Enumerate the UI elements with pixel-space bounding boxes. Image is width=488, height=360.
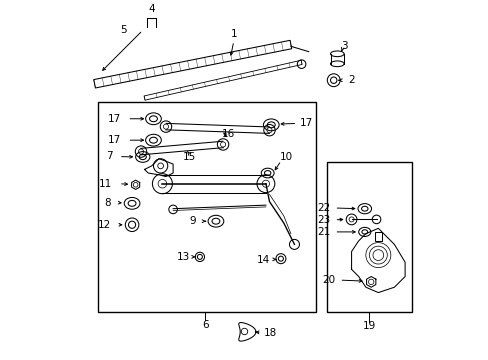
Text: 7: 7 xyxy=(105,151,112,161)
Text: 3: 3 xyxy=(340,41,347,51)
Text: 14: 14 xyxy=(256,255,270,265)
Text: 23: 23 xyxy=(316,215,329,225)
Text: 19: 19 xyxy=(362,321,375,332)
Bar xyxy=(374,232,381,241)
Bar xyxy=(326,162,411,312)
Bar xyxy=(98,102,315,312)
Text: 11: 11 xyxy=(99,179,112,189)
Text: 20: 20 xyxy=(322,275,335,285)
Text: 13: 13 xyxy=(176,252,189,262)
Text: 12: 12 xyxy=(97,220,110,230)
Text: 2: 2 xyxy=(347,75,354,85)
Text: 4: 4 xyxy=(148,4,155,14)
Text: 21: 21 xyxy=(316,227,329,237)
Text: 1: 1 xyxy=(230,29,237,39)
Text: 16: 16 xyxy=(222,129,235,139)
Text: 9: 9 xyxy=(189,216,196,226)
Text: 18: 18 xyxy=(264,328,277,338)
Text: 15: 15 xyxy=(182,152,195,162)
Text: 17: 17 xyxy=(108,114,121,124)
Text: 8: 8 xyxy=(104,198,110,208)
Text: 5: 5 xyxy=(120,25,126,35)
Text: 10: 10 xyxy=(280,152,293,162)
Text: 22: 22 xyxy=(316,203,329,213)
Text: 17: 17 xyxy=(108,135,121,145)
Text: 17: 17 xyxy=(299,118,312,128)
Text: 6: 6 xyxy=(202,320,208,330)
